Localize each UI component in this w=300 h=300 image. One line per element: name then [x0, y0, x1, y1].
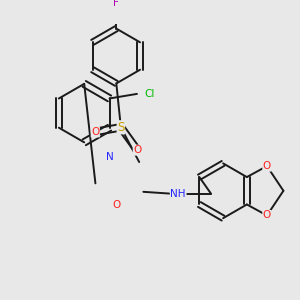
- Text: O: O: [133, 145, 142, 155]
- Text: NH: NH: [170, 189, 186, 199]
- Text: O: O: [263, 210, 271, 220]
- Text: O: O: [112, 200, 120, 210]
- Text: S: S: [117, 121, 124, 134]
- Text: N: N: [106, 152, 113, 162]
- Text: O: O: [263, 161, 271, 171]
- Text: O: O: [91, 127, 99, 137]
- Text: Cl: Cl: [145, 89, 155, 99]
- Text: F: F: [113, 0, 119, 8]
